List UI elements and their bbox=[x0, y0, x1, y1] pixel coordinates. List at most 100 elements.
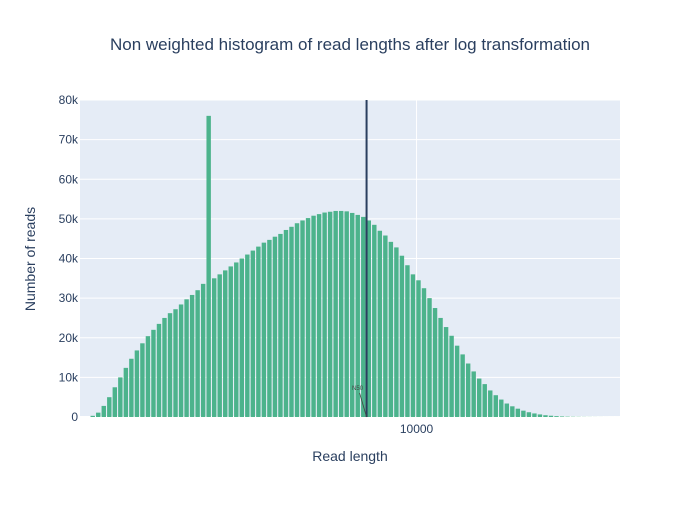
histogram-bar bbox=[284, 230, 288, 417]
histogram-bar bbox=[322, 213, 326, 417]
y-tick-label: 40k bbox=[59, 252, 79, 266]
histogram-bar bbox=[543, 415, 547, 417]
histogram-bar bbox=[262, 243, 266, 417]
histogram-bar bbox=[300, 220, 304, 417]
histogram-bar bbox=[201, 284, 205, 417]
histogram-bar bbox=[96, 413, 100, 417]
y-axis-label: Number of reads bbox=[22, 207, 38, 311]
histogram-bar bbox=[179, 304, 183, 417]
histogram-bar bbox=[317, 214, 321, 417]
y-tick-label: 30k bbox=[59, 291, 79, 305]
histogram-bar bbox=[218, 274, 222, 417]
n50-label: N50 bbox=[352, 386, 364, 392]
histogram-bar bbox=[499, 400, 503, 417]
histogram-bar bbox=[554, 416, 558, 417]
histogram-bar bbox=[311, 216, 315, 417]
histogram-bar bbox=[394, 247, 398, 417]
histogram-bar bbox=[91, 416, 95, 417]
histogram-bar bbox=[234, 262, 238, 417]
histogram-bar bbox=[206, 116, 210, 417]
histogram-bar bbox=[471, 371, 475, 417]
histogram-bar bbox=[383, 236, 387, 417]
histogram-bar bbox=[245, 255, 249, 417]
histogram-bar bbox=[378, 231, 382, 417]
histogram-bar bbox=[151, 330, 155, 417]
histogram-bar bbox=[223, 270, 227, 417]
histogram-bar bbox=[405, 265, 409, 417]
histogram-bar bbox=[560, 416, 564, 417]
histogram-bar bbox=[538, 414, 542, 417]
histogram-bar bbox=[549, 416, 553, 417]
histogram-bar bbox=[107, 397, 111, 417]
histogram-bar bbox=[229, 266, 233, 417]
histogram-bar bbox=[505, 404, 509, 417]
y-tick-label: 0 bbox=[71, 410, 78, 424]
y-axis-ticks: 0 10k 20k 30k 40k 50k 60k 70k 80k bbox=[59, 93, 79, 424]
x-tick-label: 10000 bbox=[400, 422, 434, 436]
histogram-bar bbox=[184, 299, 188, 417]
histogram-bar bbox=[477, 379, 481, 417]
histogram-bar bbox=[135, 350, 139, 417]
histogram-bar bbox=[190, 295, 194, 417]
y-tick-label: 50k bbox=[59, 212, 79, 226]
histogram-bar bbox=[411, 274, 415, 417]
histogram-bar bbox=[240, 259, 244, 418]
y-tick-label: 20k bbox=[59, 331, 79, 345]
histogram-bar bbox=[444, 327, 448, 417]
histogram-bar bbox=[195, 290, 199, 417]
histogram-bar bbox=[455, 346, 459, 417]
histogram-bar bbox=[483, 384, 487, 417]
histogram-bar bbox=[102, 406, 106, 417]
histogram-bar bbox=[466, 364, 470, 417]
histogram-bar bbox=[212, 278, 216, 417]
histogram-bar bbox=[118, 377, 122, 417]
histogram-bar bbox=[157, 324, 161, 417]
histogram-bar bbox=[278, 234, 282, 417]
histogram-bar bbox=[162, 318, 166, 417]
y-tick-label: 10k bbox=[59, 370, 79, 384]
histogram-bar bbox=[416, 280, 420, 417]
histogram-bar bbox=[273, 237, 277, 417]
histogram-bar bbox=[124, 368, 128, 417]
histogram-bar bbox=[344, 211, 348, 417]
histogram-bar bbox=[333, 211, 337, 417]
histogram-bar bbox=[168, 313, 172, 417]
histogram-bar bbox=[289, 227, 293, 417]
histogram-bar bbox=[422, 288, 426, 417]
histogram-bar bbox=[256, 247, 260, 417]
y-tick-label: 60k bbox=[59, 172, 79, 186]
histogram-bar bbox=[146, 336, 150, 417]
histogram-bar bbox=[372, 225, 376, 417]
histogram-bar bbox=[251, 251, 255, 417]
histogram-bar bbox=[438, 318, 442, 417]
histogram-bar bbox=[328, 212, 332, 417]
histogram-bar bbox=[295, 223, 299, 417]
histogram-bar bbox=[510, 406, 514, 417]
histogram-bar bbox=[427, 298, 431, 417]
y-tick-label: 70k bbox=[59, 133, 79, 147]
histogram-bar bbox=[532, 413, 536, 417]
histogram-bar bbox=[516, 409, 520, 417]
histogram-bar bbox=[173, 309, 177, 417]
histogram-bar bbox=[129, 359, 133, 417]
x-axis-ticks: 10000 bbox=[400, 422, 434, 436]
histogram-bar bbox=[267, 240, 271, 417]
chart-title: Non weighted histogram of read lengths a… bbox=[110, 35, 590, 54]
histogram-bar bbox=[140, 343, 144, 417]
histogram-bar bbox=[433, 308, 437, 417]
histogram-bar bbox=[389, 242, 393, 417]
histogram-bar bbox=[521, 411, 525, 417]
histogram-bar bbox=[449, 336, 453, 417]
histogram-bar bbox=[339, 211, 343, 417]
histogram-bar bbox=[306, 218, 310, 417]
y-tick-label: 80k bbox=[59, 93, 79, 107]
histogram-bar bbox=[460, 354, 464, 417]
x-axis-label: Read length bbox=[312, 448, 388, 464]
histogram-bar bbox=[494, 395, 498, 417]
histogram-bar bbox=[488, 390, 492, 417]
histogram-bar bbox=[400, 256, 404, 417]
histogram-bar bbox=[113, 387, 117, 417]
histogram-bar bbox=[527, 412, 531, 417]
